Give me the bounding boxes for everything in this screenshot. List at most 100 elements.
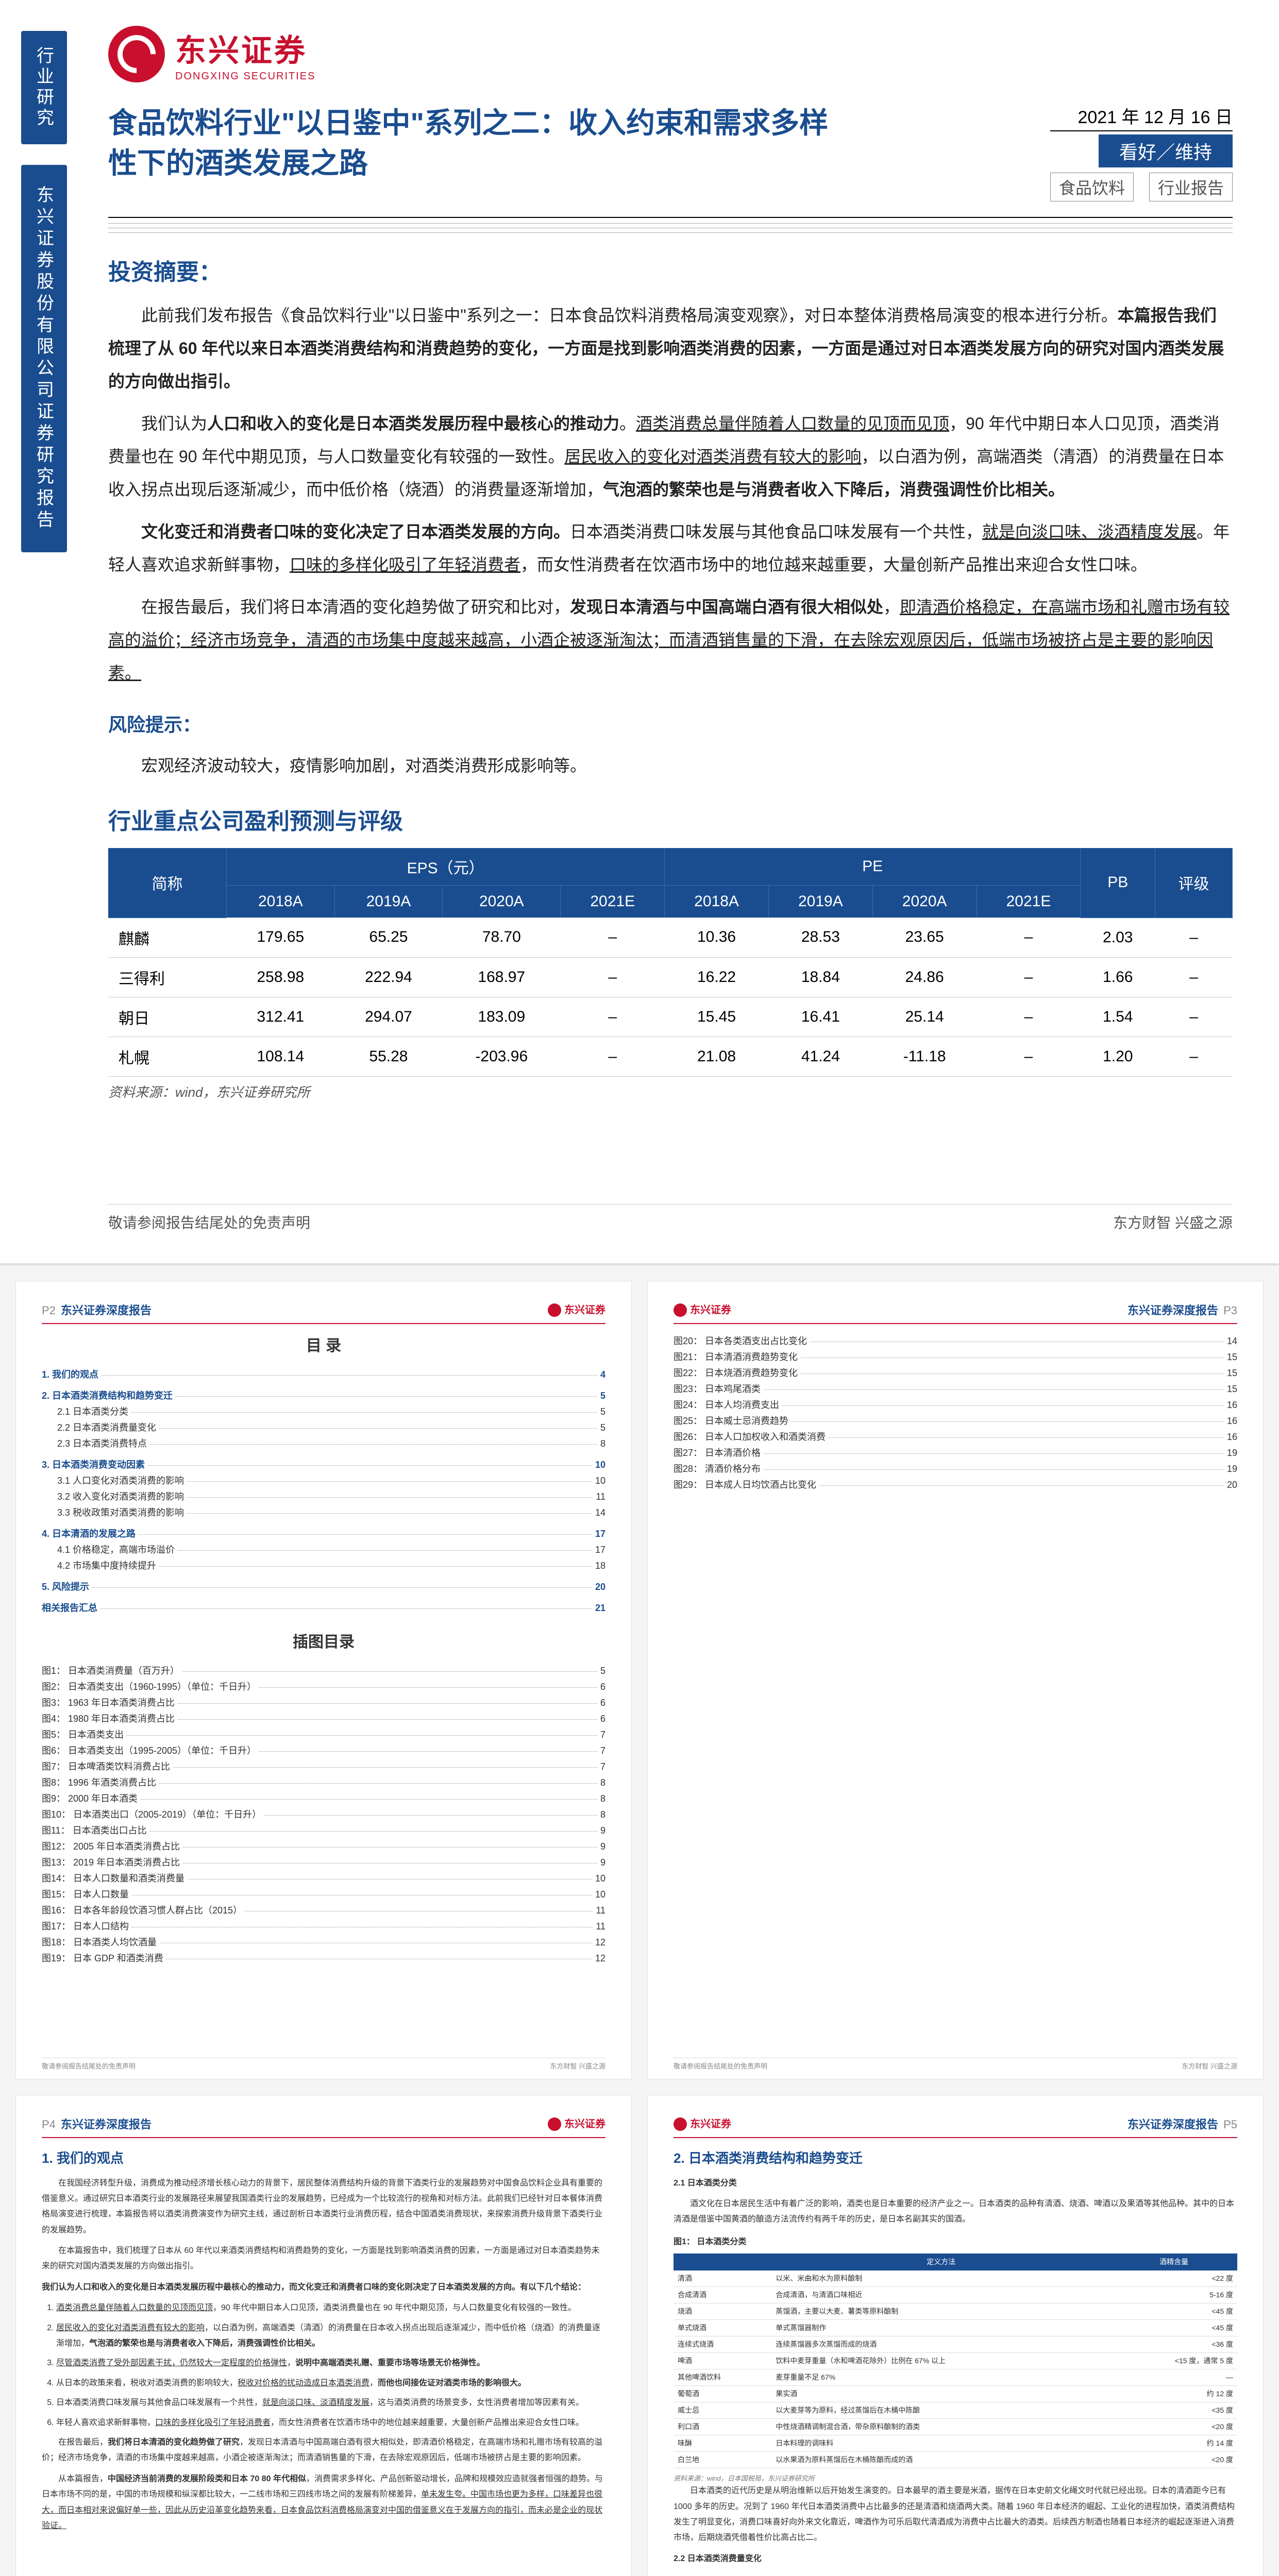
rating-badge: 看好／维持 xyxy=(1099,134,1233,167)
figure-item: 图22： 日本烧酒消费趋势变化15 xyxy=(674,1366,1237,1380)
risk-text: 宏观经济波动较大，疫情影响加剧，对酒类消费形成影响等。 xyxy=(108,749,1233,782)
table-row: 烧酒蒸馏酒，主要以大麦、薯类等原料酿制<45 度 xyxy=(674,2303,1237,2319)
th-year: 2021E xyxy=(977,886,1081,918)
th-year: 2019A xyxy=(334,886,443,918)
figure-item: 图25： 日本威士忌消费趋势16 xyxy=(674,1414,1237,1428)
figure-item: 图13： 2019 年日本酒类消费占比9 xyxy=(42,1856,605,1870)
summary-para: 文化变迁和消费者口味的变化决定了日本酒类发展的方向。日本酒类消费口味发展与其他食… xyxy=(108,515,1233,581)
rail-bottom: 东兴证券股份有限公司证券研究报告 xyxy=(21,165,67,552)
table-heading: 行业重点公司盈利预测与评级 xyxy=(108,803,1233,836)
figure-item: 图5： 日本酒类支出7 xyxy=(42,1728,605,1742)
fig-list-title: 插图目录 xyxy=(42,1631,605,1654)
p5-body2: 日本酒类的近代历史是从明治维新以后开始发生演变的。日本最早的酒主要是米酒，据传在… xyxy=(674,2483,1237,2546)
point-item: 尽管酒类消费了受外部因素干扰，仍然较大一定程度的价格弹性，说明中高端酒类礼赠、重… xyxy=(56,2355,605,2371)
figure-item: 图8： 1996 年酒类消费占比8 xyxy=(42,1776,605,1790)
table-row: 麒麟179.6565.2578.70–10.3628.5323.65–2.03– xyxy=(108,918,1233,957)
tag-type: 行业报告 xyxy=(1149,173,1233,201)
left-rail: 行业研究 东兴证券股份有限公司证券研究报告 xyxy=(0,0,88,1263)
table-row: 其他啤酒饮料麦芽重量不足 67%— xyxy=(674,2369,1237,2385)
th-rating: 评级 xyxy=(1155,848,1233,918)
mini-logo: 东兴证券 xyxy=(548,1302,605,1318)
page-3-thumb: 东兴证券 东兴证券深度报告 P3 图20： 日本各类酒支出占比变化14图21： … xyxy=(647,1281,1264,2079)
logo-block: 东兴证券 DONGXING SECURITIES xyxy=(108,26,1233,82)
logo-icon xyxy=(548,2117,561,2131)
toc-item: 相关报告汇总21 xyxy=(42,1601,605,1615)
th-year: 2020A xyxy=(872,886,977,918)
thumb-header: 东兴证券 东兴证券深度报告 P5 xyxy=(674,2116,1237,2138)
figure-item: 图9： 2000 年日本酒类8 xyxy=(42,1792,605,1806)
meta-box: 2021 年 12 月 16 日 看好／维持 食品饮料 行业报告 xyxy=(1050,103,1233,201)
p4-tail1: 在报告最后，我们将日本清酒的变化趋势做了研究，发现日本清酒与中国高端白酒有很大相… xyxy=(42,2435,605,2466)
toc-item: 2. 日本酒类消费结构和趋势变迁5 xyxy=(42,1389,605,1403)
th-pe: PE xyxy=(665,848,1081,886)
mini-logo: 东兴证券 xyxy=(674,2116,731,2132)
logo-icon xyxy=(108,26,165,82)
forecast-table: 简称 EPS（元） PE PB 评级 2018A2019A2020A2021E2… xyxy=(108,848,1233,1077)
toc-item: 3. 日本酒类消费变动因素10 xyxy=(42,1458,605,1472)
page-marker: P2 东兴证券深度报告 xyxy=(42,1302,152,1319)
figure-item: 图14： 日本人口数量和酒类消费量10 xyxy=(42,1872,605,1886)
figure-item: 图17： 日本人口结构11 xyxy=(42,1920,605,1934)
figure-item: 图27： 日本清酒价格19 xyxy=(674,1446,1237,1460)
rule xyxy=(108,232,1233,233)
table-row: 合成清酒合成清酒，与清酒口味相近5-16 度 xyxy=(674,2286,1237,2303)
logo-icon xyxy=(548,1303,561,1317)
point-item: 居民收入的变化对酒类消费有较大的影响，以白酒为例，高端酒类（清酒）的消费量在日本… xyxy=(56,2320,605,2352)
toc-item: 5. 风险提示20 xyxy=(42,1580,605,1594)
p4-tail2: 从本篇报告，中国经济当前消费的发展阶段类和日本 70 80 年代相似，消费需求多… xyxy=(42,2471,605,2534)
table-row: 三得利258.98222.94168.97–16.2218.8424.86–1.… xyxy=(108,957,1233,997)
th-pb: PB xyxy=(1081,848,1155,918)
figure-item: 图6： 日本酒类支出（1995-2005）（单位：千日升）7 xyxy=(42,1744,605,1758)
toc-item: 2.2 日本酒类消费量变化5 xyxy=(42,1421,605,1435)
summary-para: 此前我们发布报告《食品饮料行业"以日鉴中"系列之一：日本食品饮料消费格局演变观察… xyxy=(108,299,1233,398)
th-year: 2020A xyxy=(443,886,561,918)
page-5-thumb: 东兴证券 东兴证券深度报告 P5 2. 日本酒类消费结构和趋势变迁 2.1 日本… xyxy=(647,2095,1264,2576)
figure-item: 图15： 日本人口数量10 xyxy=(42,1888,605,1902)
page-2-thumb: P2 东兴证券深度报告 东兴证券 目 录 1. 我们的观点42. 日本酒类消费结… xyxy=(15,1281,632,2079)
p4-intro: 在我国经济转型升级，消费成为推动经济增长核心动力的背景下，居民整体消费结构升级的… xyxy=(42,2176,605,2239)
summary-para: 我们认为人口和收入的变化是日本酒类发展历程中最核心的推动力。酒类消费总量伴随着人… xyxy=(108,407,1233,506)
th-year: 2019A xyxy=(768,886,872,918)
meta-tags: 食品饮料 行业报告 xyxy=(1050,173,1233,201)
section-1-heading: 1. 我们的观点 xyxy=(42,2148,605,2168)
figure-item: 图29： 日本成人日均饮酒占比变化20 xyxy=(674,1478,1237,1492)
figure-item: 图3： 1963 年日本酒类消费占比6 xyxy=(42,1696,605,1710)
alcohol-class-table: 定义方法酒精含量 清酒以米、米曲和水为原料酿制<22 度合成清酒合成清酒，与清酒… xyxy=(674,2253,1237,2468)
page1-footer: 敬请参阅报告结尾处的免责声明 东方财智 兴盛之源 xyxy=(108,1204,1233,1232)
page-1: 行业研究 东兴证券股份有限公司证券研究报告 东兴证券 DONGXING SECU… xyxy=(0,0,1279,1265)
figure-item: 图11： 日本酒类出口占比9 xyxy=(42,1824,605,1838)
table-row: 札幌108.1455.28-203.96–21.0841.24-11.18–1.… xyxy=(108,1037,1233,1076)
figure-item: 图4： 1980 年日本酒类消费占比6 xyxy=(42,1712,605,1726)
toc-item: 3.3 税收政策对酒类消费的影响14 xyxy=(42,1506,605,1520)
report-date: 2021 年 12 月 16 日 xyxy=(1050,103,1233,131)
toc-item: 4. 日本清酒的发展之路17 xyxy=(42,1527,605,1541)
table-source: 资料来源：wind，东兴证券研究所 xyxy=(108,1082,1233,1101)
figure-item: 图23： 日本鸡尾酒类15 xyxy=(674,1382,1237,1396)
toc-item: 2.3 日本酒类消费特点8 xyxy=(42,1437,605,1451)
toc-list: 1. 我们的观点42. 日本酒类消费结构和趋势变迁52.1 日本酒类分类52.2… xyxy=(42,1368,605,1615)
thumbnail-grid: P2 东兴证券深度报告 东兴证券 目 录 1. 我们的观点42. 日本酒类消费结… xyxy=(0,1265,1279,2576)
p5-intro: 酒文化在日本居民生活中有着广泛的影响，酒类也是日本重要的经济产业之一。日本酒类的… xyxy=(674,2196,1237,2228)
forecast-tbody: 麒麟179.6565.2578.70–10.3628.5323.65–2.03–… xyxy=(108,918,1233,1076)
logo-text: 东兴证券 DONGXING SECURITIES xyxy=(175,26,315,82)
mini-logo: 东兴证券 xyxy=(548,2116,605,2132)
title-block: 食品饮料行业"以日鉴中"系列之二：收入约束和需求多样性下的酒类发展之路 2021… xyxy=(108,103,1233,201)
table-row: 清酒以米、米曲和水为原料酿制<22 度 xyxy=(674,2270,1237,2287)
thumb-header: P4 东兴证券深度报告 东兴证券 xyxy=(42,2116,605,2138)
th-year: 2018A xyxy=(227,886,335,918)
thumb-footer: 敬请参阅报告结尾处的免责声明东方财智 兴盛之源 xyxy=(674,2058,1237,2072)
table-row: 利口酒中性烧酒精调制混合酒，带杂原料酿制的酒类<20 度 xyxy=(674,2418,1237,2435)
p5-sub1: 2.1 日本酒类分类 xyxy=(674,2176,1237,2191)
report-title: 食品饮料行业"以日鉴中"系列之二：收入约束和需求多样性下的酒类发展之路 xyxy=(108,103,830,184)
tag-sector: 食品饮料 xyxy=(1050,173,1134,201)
p4-points: 酒类消费总量伴随着人口数量的见顶而见顶，90 年代中期日本人口见顶，酒类消费量也… xyxy=(42,2300,605,2431)
table-row: 连续式烧酒连续蒸馏器多次蒸馏而成的烧酒<36 度 xyxy=(674,2336,1237,2352)
figure-item: 图18： 日本酒类人均饮酒量12 xyxy=(42,1936,605,1950)
table1-title: 图1： 日本酒类分类 xyxy=(674,2236,1237,2248)
figure-item: 图21： 日本清酒消费趋势变化15 xyxy=(674,1350,1237,1364)
summary-heading: 投资摘要： xyxy=(108,253,1233,286)
table-row: 味醂日本料理的调味料约 14 度 xyxy=(674,2435,1237,2451)
figure-item: 图28： 清酒价格分布19 xyxy=(674,1462,1237,1476)
figure-item: 图26： 日本人口加权收入和酒类消费16 xyxy=(674,1430,1237,1444)
figure-item: 图16： 日本各年龄段饮酒习惯人群占比（2015）11 xyxy=(42,1904,605,1918)
